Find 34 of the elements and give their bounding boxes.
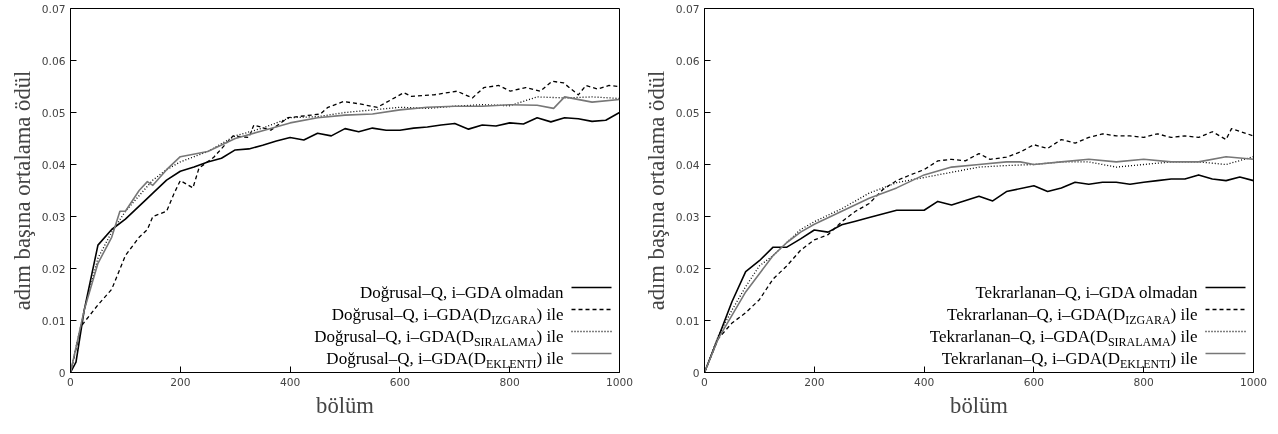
y-tick-label: 0.01 [675,314,700,328]
legend-label: Tekrarlanan–Q, i–GDA olmadan [975,283,1198,302]
x-tick-label: 0 [67,375,75,389]
y-tick-label: 0.06 [675,54,700,68]
y-tick-label: 0 [692,366,700,380]
y-tick-label: 0.06 [41,54,66,68]
y-tick-label: 0.05 [41,106,66,120]
y-axis-title: adım başına ortalama ödül [643,70,669,311]
legend-label: Doğrusal–Q, i–GDA olmadan [360,283,564,302]
y-tick-label: 0 [58,366,66,380]
x-tick-label: 800 [1133,375,1155,389]
x-tick-label: 1000 [605,375,634,389]
x-tick-label: 200 [804,375,825,389]
y-axis-title: adım başına ortalama ödül [9,70,35,311]
x-tick-label: 400 [913,375,935,389]
x-tick-label: 400 [279,375,301,389]
x-tick-label: 800 [499,375,521,389]
x-axis-title: bölüm [950,392,1009,418]
x-tick-label: 1000 [1239,375,1268,389]
x-tick-label: 0 [701,375,709,389]
x-tick-label: 600 [1023,375,1045,389]
y-tick-label: 0.01 [41,314,66,328]
y-tick-label: 0.07 [41,2,66,16]
x-tick-label: 600 [389,375,411,389]
y-tick-label: 0.03 [675,210,700,224]
y-tick-label: 0.05 [675,106,700,120]
x-axis-title: bölüm [316,392,375,418]
y-tick-label: 0.04 [41,158,66,172]
y-tick-label: 0.02 [675,262,700,276]
y-tick-label: 0.02 [41,262,66,276]
y-tick-label: 0.04 [675,158,700,172]
y-tick-label: 0.07 [675,2,700,16]
x-tick-label: 200 [170,375,191,389]
y-tick-label: 0.03 [41,210,66,224]
